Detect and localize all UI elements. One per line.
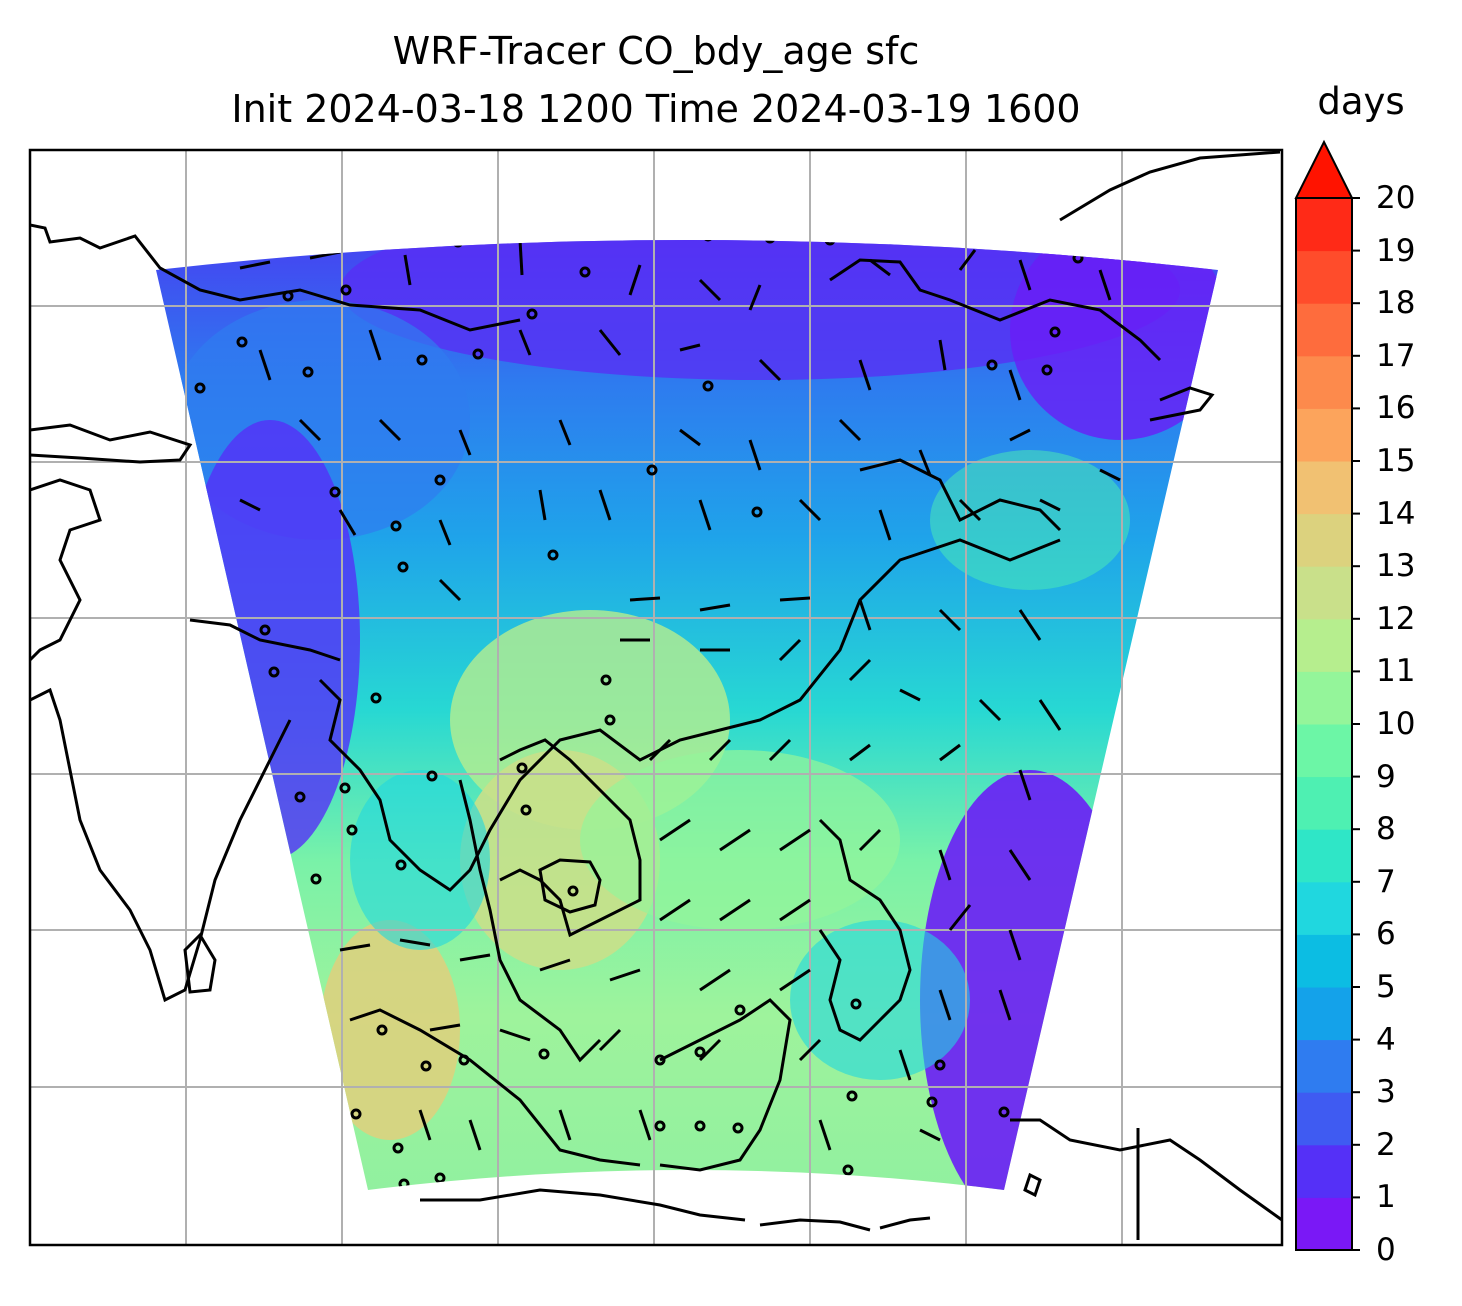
- colorbar-tick-label: 3: [1376, 1074, 1396, 1111]
- colorbar-tick-label: 20: [1376, 180, 1416, 216]
- colorbar-tick-label: 10: [1376, 706, 1416, 742]
- colorbar-bin: [1296, 671, 1352, 725]
- colorbar-bin: [1296, 461, 1352, 515]
- colorbar: [1294, 139, 1360, 1251]
- tracer-age-field: [156, 240, 1218, 1190]
- coastlines: [30, 150, 1282, 1240]
- colorbar-tick-label: 6: [1376, 916, 1396, 953]
- colorbar-bin: [1296, 303, 1352, 357]
- colorbar-bin: [1296, 618, 1352, 672]
- map-title-line1: WRF-Tracer CO_bdy_age sfc: [392, 29, 920, 73]
- colorbar-bin: [1296, 408, 1352, 462]
- colorbar-tick-label: 11: [1376, 653, 1416, 690]
- colorbar-tick-label: 18: [1376, 285, 1416, 322]
- colorbar-tick-label: 14: [1376, 495, 1416, 532]
- colorbar-bin: [1296, 987, 1352, 1041]
- colorbar-tick-label: 5: [1376, 969, 1396, 1005]
- colorbar-tick-label: 15: [1376, 443, 1416, 479]
- colorbar-tick-label: 13: [1376, 548, 1416, 585]
- colorbar-bin: [1296, 934, 1352, 988]
- colorbar-tick-label: 8: [1376, 811, 1396, 848]
- colorbar-bin: [1296, 881, 1352, 935]
- map-title-line2: Init 2024-03-18 1200 Time 2024-03-19 160…: [231, 87, 1081, 131]
- colorbar-bin: [1296, 566, 1352, 620]
- colorbar-tick-label: 4: [1376, 1021, 1396, 1058]
- colorbar-tick-label: 2: [1376, 1126, 1396, 1163]
- calm-wind-markers: [194, 240, 1084, 1190]
- colorbar-bin: [1296, 1039, 1352, 1093]
- colorbar-extend-arrow: [1294, 139, 1354, 199]
- colorbar-tick-label: 9: [1376, 758, 1396, 795]
- colorbar-bin: [1296, 1144, 1352, 1198]
- colorbar-unit-label: days: [1317, 80, 1405, 123]
- colorbar-bin: [1296, 776, 1352, 830]
- colorbar-bin: [1296, 250, 1352, 304]
- map-frame: [28, 148, 1284, 1247]
- colorbar-bin: [1296, 198, 1352, 252]
- colorbar-bin: [1296, 724, 1352, 778]
- colorbar-tick-label: 0: [1376, 1232, 1396, 1268]
- colorbar-bin: [1296, 1092, 1352, 1146]
- colorbar-bin: [1296, 829, 1352, 883]
- colorbar-bin: [1296, 355, 1352, 409]
- colorbar-tick-label: 17: [1376, 337, 1416, 374]
- colorbar-tick-label: 7: [1376, 863, 1396, 900]
- colorbar-tick-label: 1: [1376, 1179, 1396, 1216]
- colorbar-bin: [1296, 1197, 1352, 1251]
- colorbar-tick-label: 12: [1376, 600, 1416, 637]
- colorbar-tick-label: 16: [1376, 390, 1416, 427]
- wind-barbs: [239, 240, 1121, 1151]
- colorbar-bin: [1296, 513, 1352, 567]
- colorbar-tick-label: 19: [1376, 232, 1416, 269]
